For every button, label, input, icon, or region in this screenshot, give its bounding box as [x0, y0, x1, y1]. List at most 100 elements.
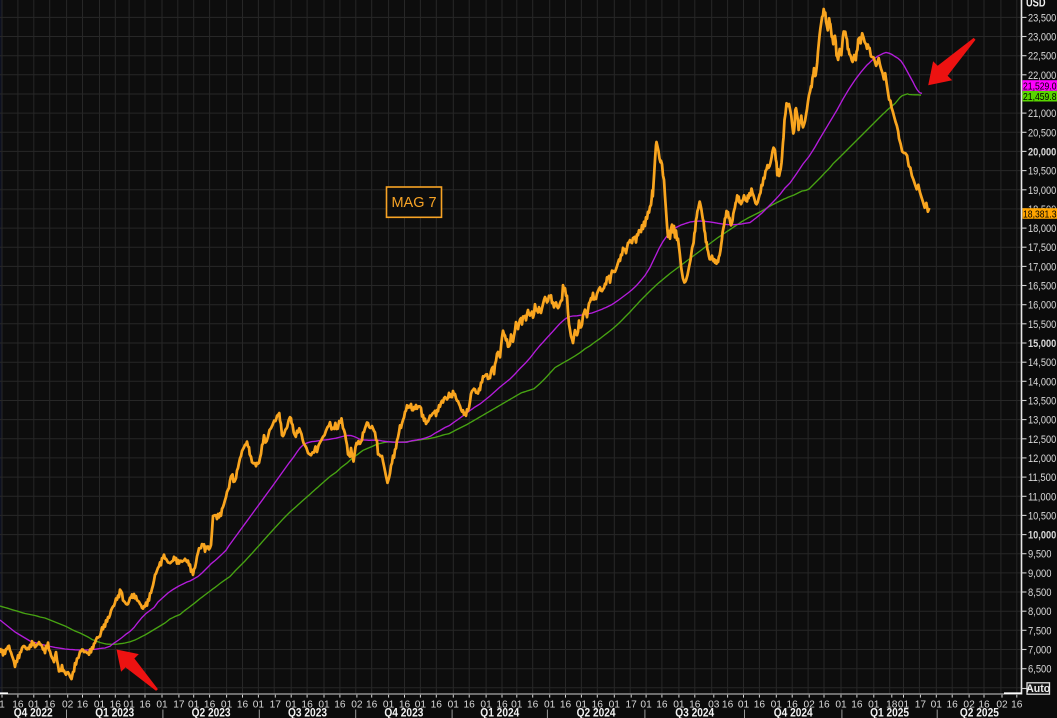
svg-text:22,500: 22,500: [1028, 51, 1056, 63]
svg-text:Q2 2024: Q2 2024: [577, 706, 616, 718]
svg-text:8,000: 8,000: [1028, 606, 1052, 618]
svg-text:01: 01: [771, 700, 783, 711]
svg-text:16: 16: [237, 700, 249, 711]
svg-text:16: 16: [978, 700, 990, 711]
svg-text:01: 01: [286, 700, 298, 711]
svg-text:1: 1: [0, 700, 5, 711]
svg-text:22,000: 22,000: [1028, 70, 1056, 82]
svg-text:13,000: 13,000: [1028, 415, 1056, 427]
svg-text:16: 16: [12, 700, 24, 711]
svg-text:01: 01: [156, 700, 168, 711]
svg-text:18,000: 18,000: [1028, 223, 1056, 235]
svg-text:14,500: 14,500: [1028, 357, 1056, 369]
svg-text:16: 16: [560, 700, 572, 711]
svg-text:Q3 2023: Q3 2023: [288, 706, 327, 718]
svg-text:02: 02: [996, 700, 1008, 711]
svg-text:16: 16: [787, 700, 799, 711]
svg-text:01: 01: [898, 700, 910, 711]
svg-text:Q4 2023: Q4 2023: [384, 706, 423, 718]
svg-text:Q4 2022: Q4 2022: [14, 706, 53, 718]
svg-text:17: 17: [173, 700, 185, 711]
svg-text:16: 16: [1011, 700, 1023, 711]
svg-text:21,459.8: 21,459.8: [1023, 92, 1057, 103]
svg-text:01: 01: [738, 700, 750, 711]
svg-text:10,500: 10,500: [1028, 510, 1056, 522]
svg-text:8,500: 8,500: [1028, 587, 1052, 599]
svg-text:01: 01: [188, 700, 200, 711]
svg-text:01: 01: [673, 700, 685, 711]
svg-text:21,529.0: 21,529.0: [1023, 81, 1057, 92]
svg-text:17: 17: [270, 700, 282, 711]
svg-text:16: 16: [722, 700, 734, 711]
svg-text:16: 16: [399, 700, 411, 711]
svg-text:14,000: 14,000: [1028, 376, 1056, 388]
svg-text:01: 01: [480, 700, 492, 711]
svg-text:01: 01: [544, 700, 556, 711]
svg-text:01: 01: [931, 700, 943, 711]
svg-text:Q2 2025: Q2 2025: [960, 706, 999, 718]
svg-text:16: 16: [44, 700, 56, 711]
svg-text:01: 01: [835, 700, 847, 711]
svg-text:16,000: 16,000: [1028, 300, 1056, 312]
svg-text:7,500: 7,500: [1028, 625, 1052, 637]
svg-text:18: 18: [886, 700, 898, 711]
svg-text:23,500: 23,500: [1028, 12, 1056, 24]
svg-text:17,500: 17,500: [1028, 242, 1056, 254]
svg-text:12,000: 12,000: [1028, 453, 1056, 465]
svg-text:16: 16: [334, 700, 346, 711]
svg-text:16: 16: [496, 700, 508, 711]
svg-text:16: 16: [947, 700, 959, 711]
svg-text:01: 01: [318, 700, 330, 711]
svg-text:01: 01: [576, 700, 588, 711]
svg-text:16: 16: [77, 700, 89, 711]
svg-text:01: 01: [415, 700, 427, 711]
svg-text:16,500: 16,500: [1028, 281, 1056, 293]
svg-text:01: 01: [253, 700, 265, 711]
svg-text:Q4 2024: Q4 2024: [774, 706, 813, 718]
svg-text:16: 16: [689, 700, 701, 711]
svg-text:13,500: 13,500: [1028, 396, 1056, 408]
svg-text:15,000: 15,000: [1028, 338, 1056, 350]
svg-text:16: 16: [851, 700, 863, 711]
svg-text:12,500: 12,500: [1028, 434, 1056, 446]
svg-text:19,000: 19,000: [1028, 185, 1056, 197]
svg-text:15,500: 15,500: [1028, 319, 1056, 331]
svg-text:01: 01: [383, 700, 395, 711]
svg-text:USD: USD: [1026, 0, 1046, 10]
svg-text:02: 02: [804, 700, 816, 711]
svg-text:23,000: 23,000: [1028, 32, 1056, 44]
svg-text:Q2 2023: Q2 2023: [192, 706, 231, 718]
svg-text:11,500: 11,500: [1028, 472, 1056, 484]
svg-text:01: 01: [221, 700, 233, 711]
svg-text:16: 16: [527, 700, 539, 711]
svg-text:16: 16: [656, 700, 668, 711]
svg-text:7,000: 7,000: [1028, 645, 1052, 657]
svg-text:9,000: 9,000: [1028, 568, 1052, 580]
svg-text:01: 01: [511, 700, 523, 711]
svg-text:Q1 2024: Q1 2024: [480, 706, 519, 718]
svg-text:21,000: 21,000: [1028, 108, 1056, 120]
svg-text:Q1 2023: Q1 2023: [95, 706, 134, 718]
svg-text:02: 02: [963, 700, 975, 711]
svg-text:19,500: 19,500: [1028, 166, 1056, 178]
svg-text:10,000: 10,000: [1028, 530, 1056, 542]
svg-text:16: 16: [204, 700, 216, 711]
svg-text:MAG 7: MAG 7: [391, 195, 436, 211]
svg-text:01: 01: [609, 700, 621, 711]
svg-text:16: 16: [754, 700, 766, 711]
svg-text:01: 01: [640, 700, 652, 711]
svg-text:Q1 2025: Q1 2025: [870, 706, 909, 718]
svg-text:Q3 2024: Q3 2024: [675, 706, 714, 718]
svg-text:20,500: 20,500: [1028, 127, 1056, 139]
svg-text:9,500: 9,500: [1028, 549, 1052, 561]
svg-text:16: 16: [592, 700, 604, 711]
svg-text:11,000: 11,000: [1028, 491, 1056, 503]
svg-text:16: 16: [464, 700, 476, 711]
svg-text:16: 16: [818, 700, 830, 711]
svg-text:01: 01: [28, 700, 40, 711]
svg-text:16: 16: [431, 700, 443, 711]
svg-text:02: 02: [351, 700, 363, 711]
svg-text:17: 17: [915, 700, 927, 711]
svg-text:16: 16: [301, 700, 313, 711]
svg-text:20,000: 20,000: [1028, 146, 1056, 158]
